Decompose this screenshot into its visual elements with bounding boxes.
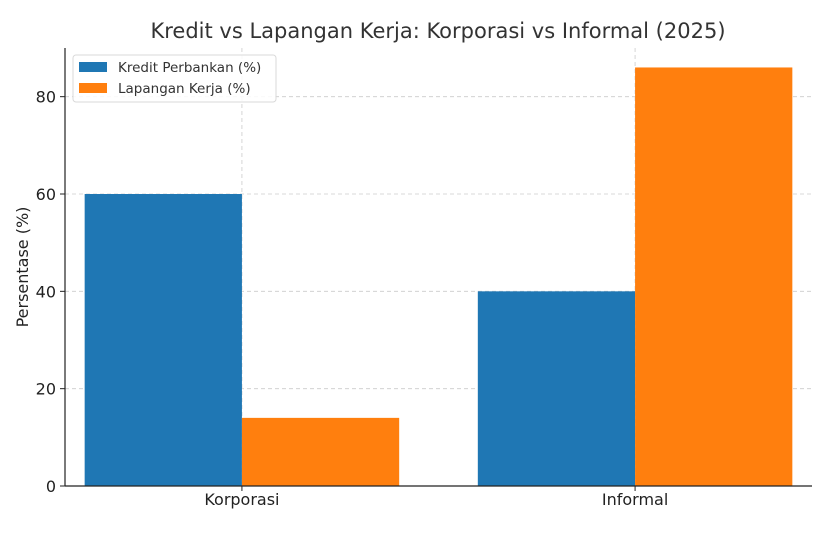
legend-entry-label: Kredit Perbankan (%): [118, 60, 261, 76]
bars: [84, 67, 793, 486]
bar-kredit-informal: [477, 291, 636, 486]
y-tick-label: 0: [46, 477, 56, 496]
y-tick-label: 40: [36, 282, 56, 301]
legend-box: [72, 54, 277, 103]
legend-swatch: [79, 62, 107, 72]
x-tick-label: Korporasi: [204, 490, 279, 509]
y-tick-label: 80: [36, 88, 56, 107]
legend-entry-label: Lapangan Kerja (%): [118, 81, 251, 97]
bar-lapangan-informal: [635, 67, 793, 486]
axes: [60, 48, 812, 491]
bar-kredit-korporasi: [84, 194, 242, 486]
legend: Kredit Perbankan (%) Lapangan Kerja (%): [72, 54, 277, 103]
y-tick-label: 60: [36, 185, 56, 204]
legend-swatch: [79, 83, 107, 93]
y-axis-label: Persentase (%): [13, 207, 32, 328]
chart-title: Kredit vs Lapangan Kerja: Korporasi vs I…: [150, 19, 725, 43]
x-tick-label: Informal: [602, 490, 668, 509]
y-tick-label: 20: [36, 380, 56, 399]
bar-lapangan-korporasi: [241, 417, 400, 486]
tick-labels: 0 20 40 60 80 Korporasi Informal: [36, 88, 669, 509]
